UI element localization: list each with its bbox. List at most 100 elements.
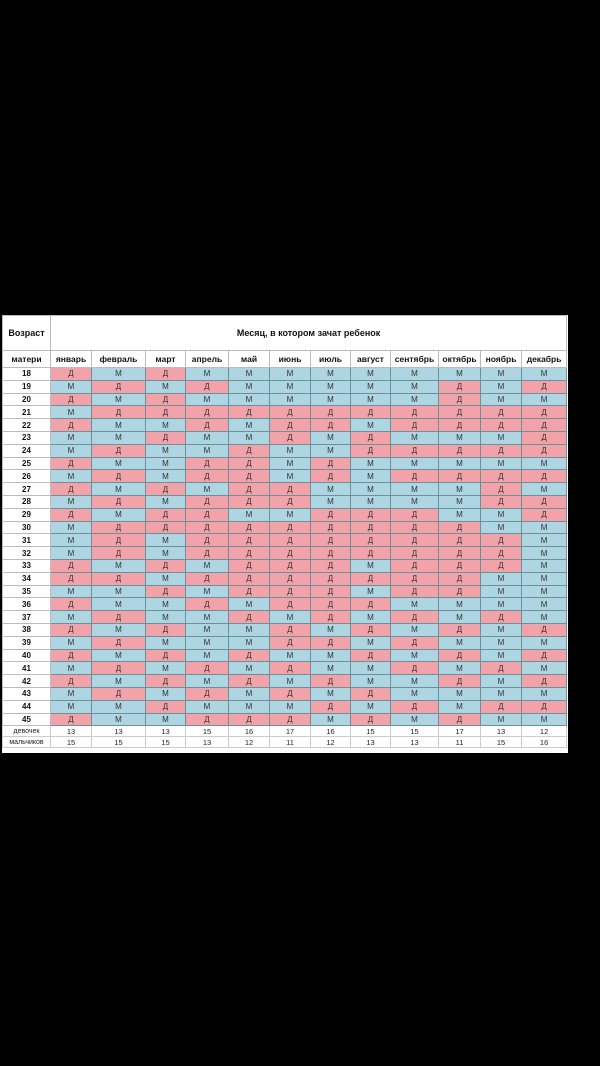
boy-cell: М bbox=[145, 686, 186, 701]
girl-cell: Д bbox=[310, 546, 351, 560]
girl-cell: Д bbox=[438, 392, 481, 407]
mother-age-cell: 35 bbox=[2, 584, 51, 599]
boy-cell: М bbox=[480, 648, 522, 663]
mother-age-cell: 42 bbox=[2, 674, 51, 688]
boy-cell: М bbox=[91, 674, 146, 688]
girl-cell: Д bbox=[185, 507, 229, 522]
girl-cell: Д bbox=[145, 392, 186, 407]
girl-cell: Д bbox=[228, 405, 270, 420]
girl-cell: Д bbox=[91, 610, 146, 624]
girl-cell: Д bbox=[480, 533, 522, 548]
girl-cell: Д bbox=[480, 482, 522, 496]
table-row: 39 М Д М М М Д Д М Д М М М bbox=[2, 635, 568, 650]
girl-cell: Д bbox=[520, 469, 568, 484]
table-row: 45 Д М М Д Д Д М Д М Д М М bbox=[2, 712, 568, 727]
boy-cell: М bbox=[520, 367, 568, 381]
mother-age-cell: 31 bbox=[2, 533, 51, 548]
boy-cell: М bbox=[50, 443, 92, 458]
girl-cell: Д bbox=[350, 597, 391, 612]
boy-cell: М bbox=[145, 418, 186, 432]
girl-cell: Д bbox=[350, 520, 391, 535]
boy-cell: М bbox=[438, 430, 481, 445]
boy-cell: М bbox=[91, 456, 146, 471]
boy-cell: М bbox=[480, 367, 522, 381]
boy-cell: М bbox=[350, 418, 391, 432]
boy-cell: М bbox=[50, 610, 92, 624]
mother-age-cell: 30 bbox=[2, 520, 51, 535]
girl-cell: Д bbox=[310, 558, 351, 573]
girl-cell: Д bbox=[228, 674, 270, 688]
boy-cell: М bbox=[50, 546, 92, 560]
girl-cell: Д bbox=[350, 430, 391, 445]
girl-cell: Д bbox=[269, 597, 311, 612]
mother-age-cell: 34 bbox=[2, 571, 51, 586]
girl-cell: Д bbox=[390, 584, 439, 599]
girl-cell: Д bbox=[269, 558, 311, 573]
girl-cell: Д bbox=[438, 533, 481, 548]
girl-cell: Д bbox=[438, 405, 481, 420]
boy-cell: М bbox=[50, 686, 92, 701]
boy-cell: М bbox=[310, 712, 351, 727]
girl-cell: Д bbox=[91, 635, 146, 650]
girl-cell: Д bbox=[50, 571, 92, 586]
boy-cell: М bbox=[50, 520, 92, 535]
girl-cell: Д bbox=[185, 379, 229, 394]
girl-cell: Д bbox=[185, 494, 229, 509]
girl-cell: Д bbox=[185, 686, 229, 701]
table-row: 22 Д М М Д М Д Д М Д Д Д Д bbox=[2, 418, 568, 432]
boy-cell: М bbox=[310, 443, 351, 458]
boy-cell: М bbox=[390, 622, 439, 637]
boy-cell: М bbox=[145, 661, 186, 676]
boy-cell: М bbox=[91, 648, 146, 663]
girl-cell: Д bbox=[480, 405, 522, 420]
mother-age-cell: 28 bbox=[2, 494, 51, 509]
month-header: май bbox=[228, 350, 270, 368]
girl-cell: Д bbox=[269, 635, 311, 650]
girl-cell: Д bbox=[310, 533, 351, 548]
boy-cell: М bbox=[50, 661, 92, 676]
table-row: 30 М Д Д Д Д Д Д Д Д Д М М bbox=[2, 520, 568, 535]
table-row: 26 М Д М Д Д М Д М Д Д Д Д bbox=[2, 469, 568, 484]
boy-cell: М bbox=[145, 469, 186, 484]
boy-cell: М bbox=[91, 392, 146, 407]
girl-cell: Д bbox=[228, 520, 270, 535]
girl-cell: Д bbox=[438, 379, 481, 394]
boy-cell: М bbox=[185, 648, 229, 663]
boy-cell: М bbox=[438, 507, 481, 522]
conception-calendar-sheet: Возраст Месяц, в котором зачат ребенок м… bbox=[2, 315, 568, 753]
boy-cell: М bbox=[520, 712, 568, 727]
mother-age-cell: 36 bbox=[2, 597, 51, 612]
girl-cell: Д bbox=[228, 469, 270, 484]
girl-cell: Д bbox=[438, 712, 481, 727]
mother-age-cell: 44 bbox=[2, 699, 51, 714]
girl-cell: Д bbox=[145, 558, 186, 573]
boy-cell: М bbox=[91, 584, 146, 599]
girl-cell: Д bbox=[310, 584, 351, 599]
boy-cell: М bbox=[145, 635, 186, 650]
girl-cell: Д bbox=[50, 367, 92, 381]
girl-cell: Д bbox=[228, 482, 270, 496]
boy-cell: М bbox=[269, 674, 311, 688]
girl-cell: Д bbox=[50, 392, 92, 407]
boy-cell: М bbox=[438, 597, 481, 612]
mother-age-cell: 23 bbox=[2, 430, 51, 445]
boy-cell: М bbox=[269, 699, 311, 714]
mother-age-cell: 26 bbox=[2, 469, 51, 484]
boy-cell: М bbox=[228, 699, 270, 714]
boy-cell: М bbox=[269, 456, 311, 471]
boy-cell: М bbox=[480, 597, 522, 612]
girl-cell: Д bbox=[269, 571, 311, 586]
boy-cell: М bbox=[185, 674, 229, 688]
table-row: 44 М М Д М М М Д М Д М Д Д bbox=[2, 699, 568, 714]
girl-cell: Д bbox=[50, 418, 92, 432]
boy-cell: М bbox=[438, 367, 481, 381]
month-header: июль bbox=[310, 350, 351, 368]
boy-cell: М bbox=[438, 610, 481, 624]
girl-cell: Д bbox=[269, 546, 311, 560]
girl-cell: Д bbox=[50, 507, 92, 522]
girl-cell: Д bbox=[480, 494, 522, 509]
girl-cell: Д bbox=[145, 405, 186, 420]
totals-row: девочек 13 13 13 15 16 17 16 15 15 17 13 12 bbox=[2, 725, 568, 738]
girl-cell: Д bbox=[310, 520, 351, 535]
table-row: 29 Д М Д Д М М Д Д Д М М Д bbox=[2, 507, 568, 522]
